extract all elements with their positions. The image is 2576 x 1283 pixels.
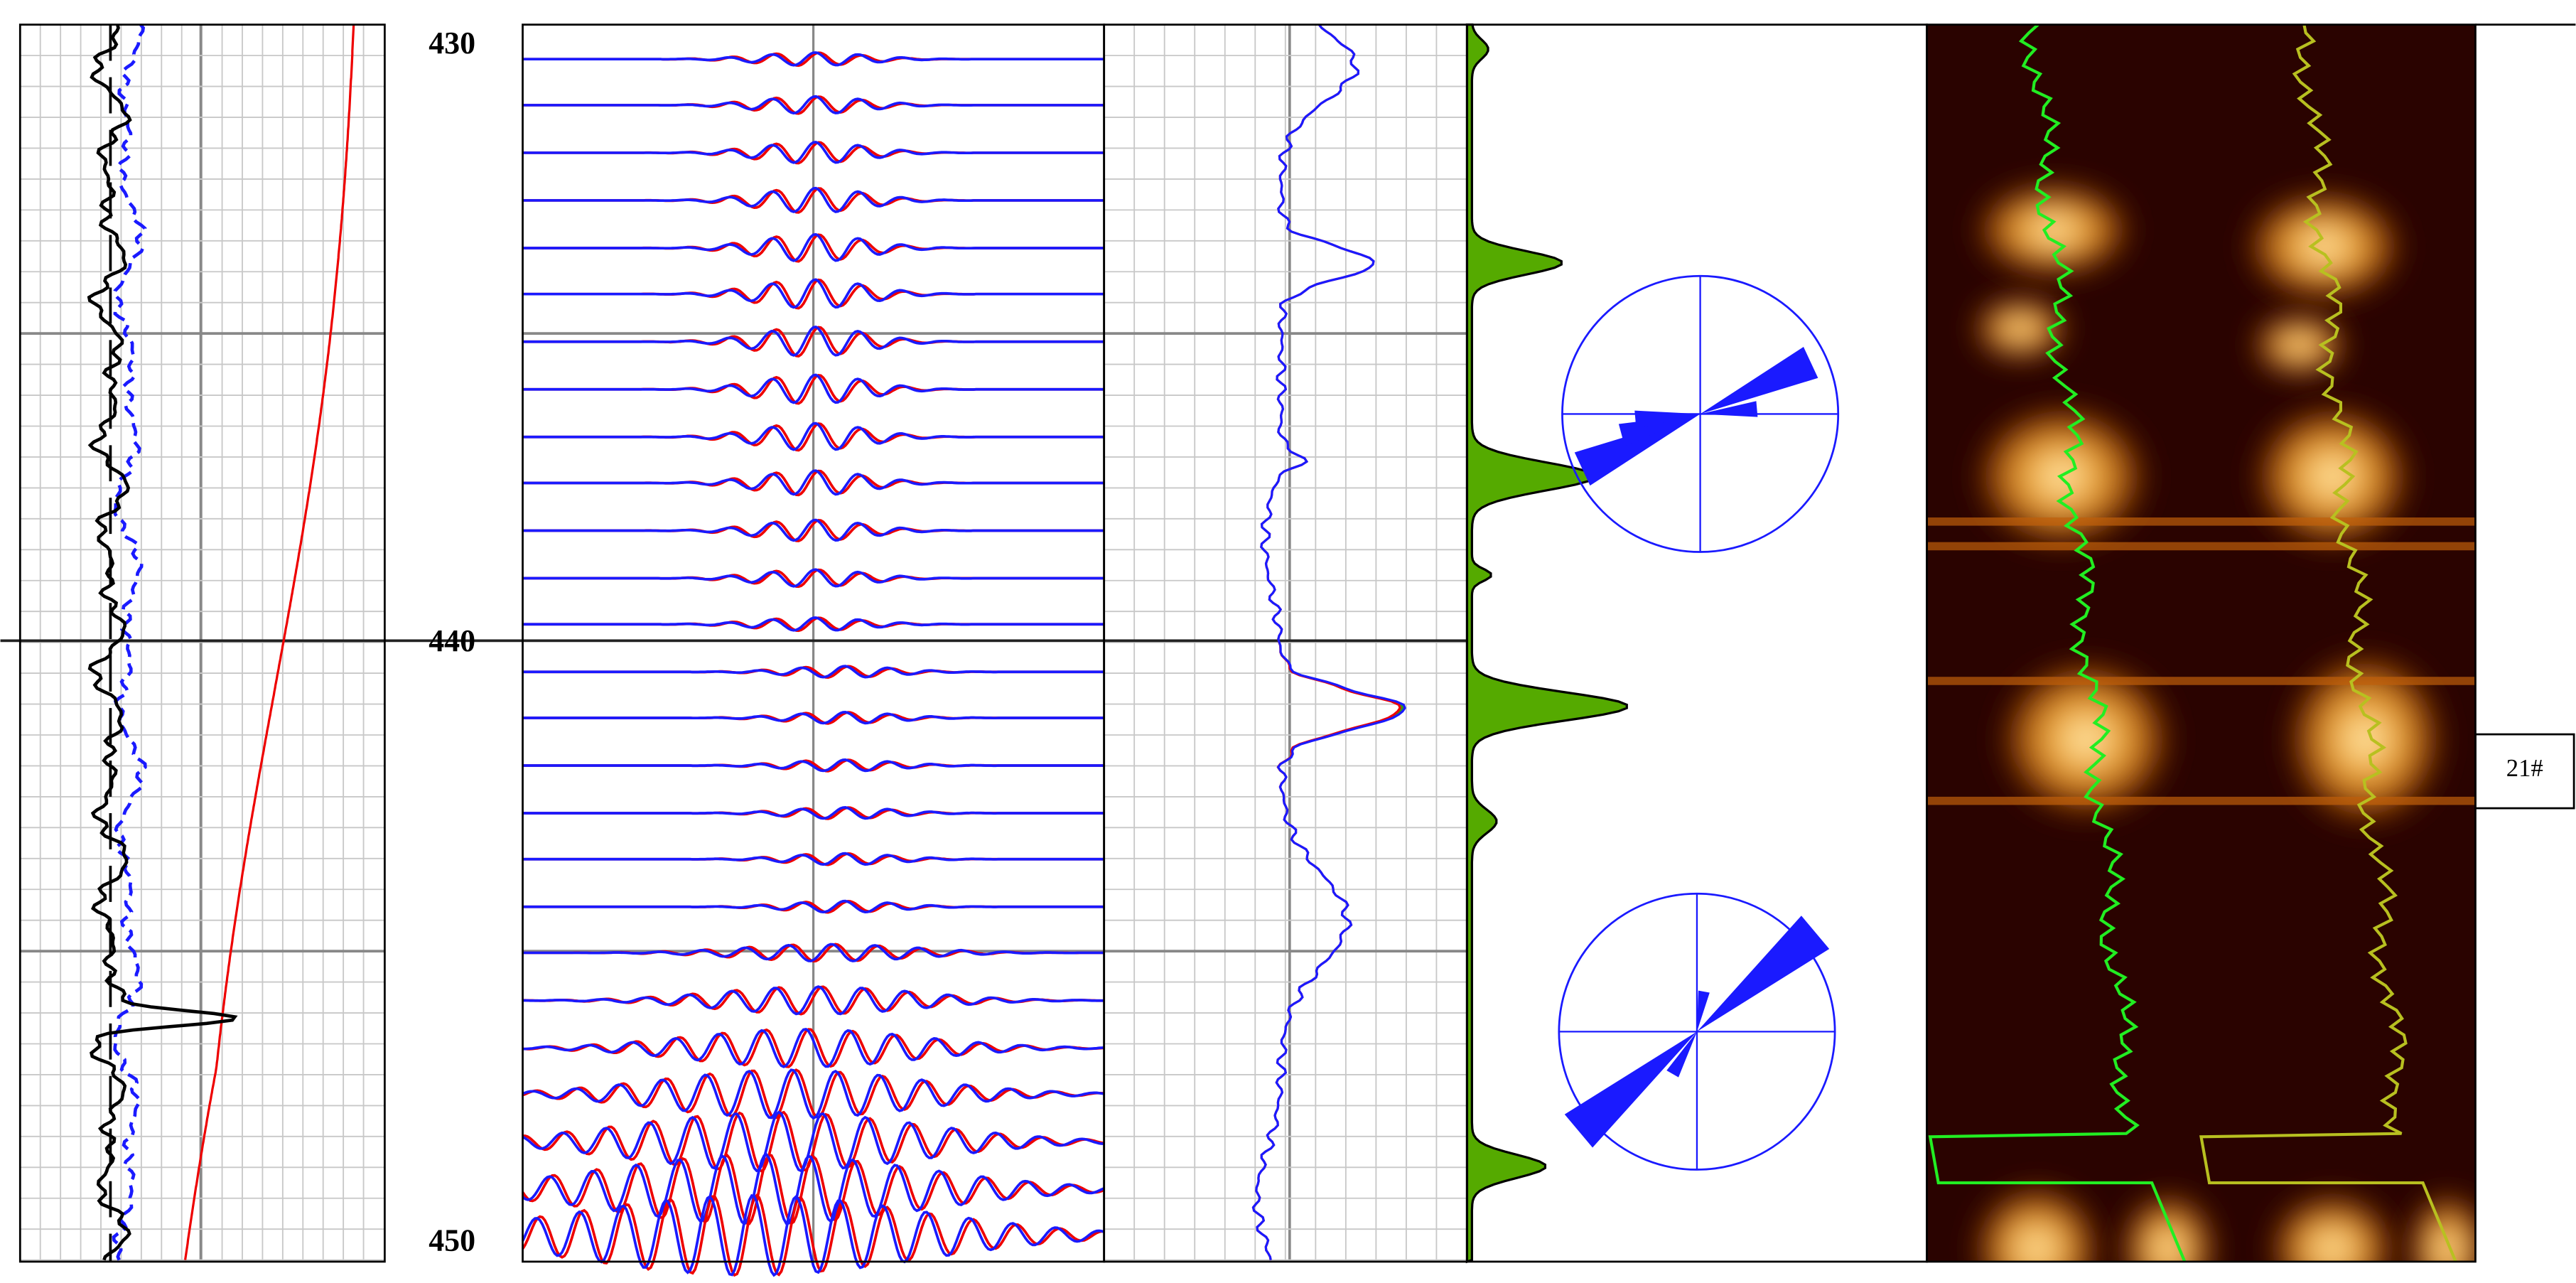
track-grids [0, 24, 1467, 1262]
well-label-box [2474, 733, 2575, 810]
waveform [522, 141, 1104, 164]
waveform [522, 518, 1104, 542]
waveform [522, 985, 1104, 1016]
waveform [522, 616, 1104, 632]
waveform [522, 665, 1104, 679]
waveform [522, 373, 1104, 404]
waveform [521, 1193, 1105, 1277]
waveform [522, 51, 1104, 67]
image-blob [2250, 312, 2349, 378]
log-curve [1251, 23, 1406, 1260]
waveform [522, 711, 1104, 725]
log-curve [112, 23, 147, 1261]
log-curve [87, 24, 238, 1261]
image-blob [1971, 1183, 2103, 1262]
waveform [522, 186, 1104, 213]
rose-petal [1696, 916, 1830, 1032]
rose-petal [1666, 1031, 1697, 1078]
image-curve [1928, 24, 2187, 1262]
track-frame [1926, 23, 2477, 1263]
image-blob [2283, 648, 2448, 830]
waveform [522, 1110, 1105, 1173]
rose-petal [1700, 401, 1758, 417]
waveform [522, 943, 1104, 962]
waveform [522, 1110, 1104, 1173]
track-frame [18, 23, 386, 1263]
image-blob [2250, 402, 2415, 551]
well-label: 21# [2506, 755, 2543, 782]
image-blob [1971, 296, 2070, 362]
image-blob [2266, 1191, 2398, 1262]
image-band [1926, 677, 2476, 685]
image-track [1926, 24, 2476, 1262]
waveform [522, 1027, 1104, 1068]
rose-petal [1696, 990, 1710, 1032]
waveform [522, 278, 1104, 309]
image-blob [1995, 657, 2177, 822]
image-blob [2242, 188, 2407, 304]
waveform [522, 899, 1104, 914]
waveform [522, 568, 1104, 588]
image-blob [1971, 181, 2136, 279]
waveform [522, 422, 1104, 451]
depth-label: 450 [429, 1224, 475, 1258]
waveform [522, 758, 1104, 773]
waveform [522, 1068, 1104, 1120]
fill-area [1465, 23, 1628, 1264]
waveform [522, 852, 1104, 866]
image-band [1926, 542, 2476, 551]
image-blob [2118, 1191, 2218, 1262]
waveform [522, 325, 1104, 357]
waveform [521, 1193, 1104, 1277]
rose-petal [1574, 414, 1701, 486]
waveform [522, 232, 1104, 262]
rose-petal [1700, 347, 1818, 414]
waveform [522, 806, 1104, 820]
rose-petal [1634, 410, 1701, 429]
track-frames [18, 23, 2576, 1263]
waveform [522, 1153, 1105, 1226]
image-band [1926, 517, 2476, 526]
log-curve [183, 24, 355, 1260]
rose-petal [1564, 1031, 1697, 1148]
waveform [522, 469, 1104, 496]
image-band [1926, 796, 2476, 805]
image-curve [2199, 24, 2457, 1262]
waveform [522, 95, 1104, 115]
track-curves [87, 23, 1840, 1277]
depth-label: 430 [429, 26, 475, 60]
depth-label: 440 [429, 624, 475, 658]
